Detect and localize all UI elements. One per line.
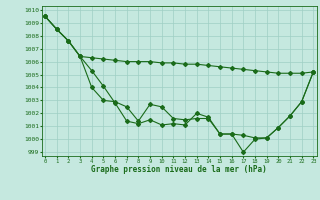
X-axis label: Graphe pression niveau de la mer (hPa): Graphe pression niveau de la mer (hPa)	[91, 165, 267, 174]
